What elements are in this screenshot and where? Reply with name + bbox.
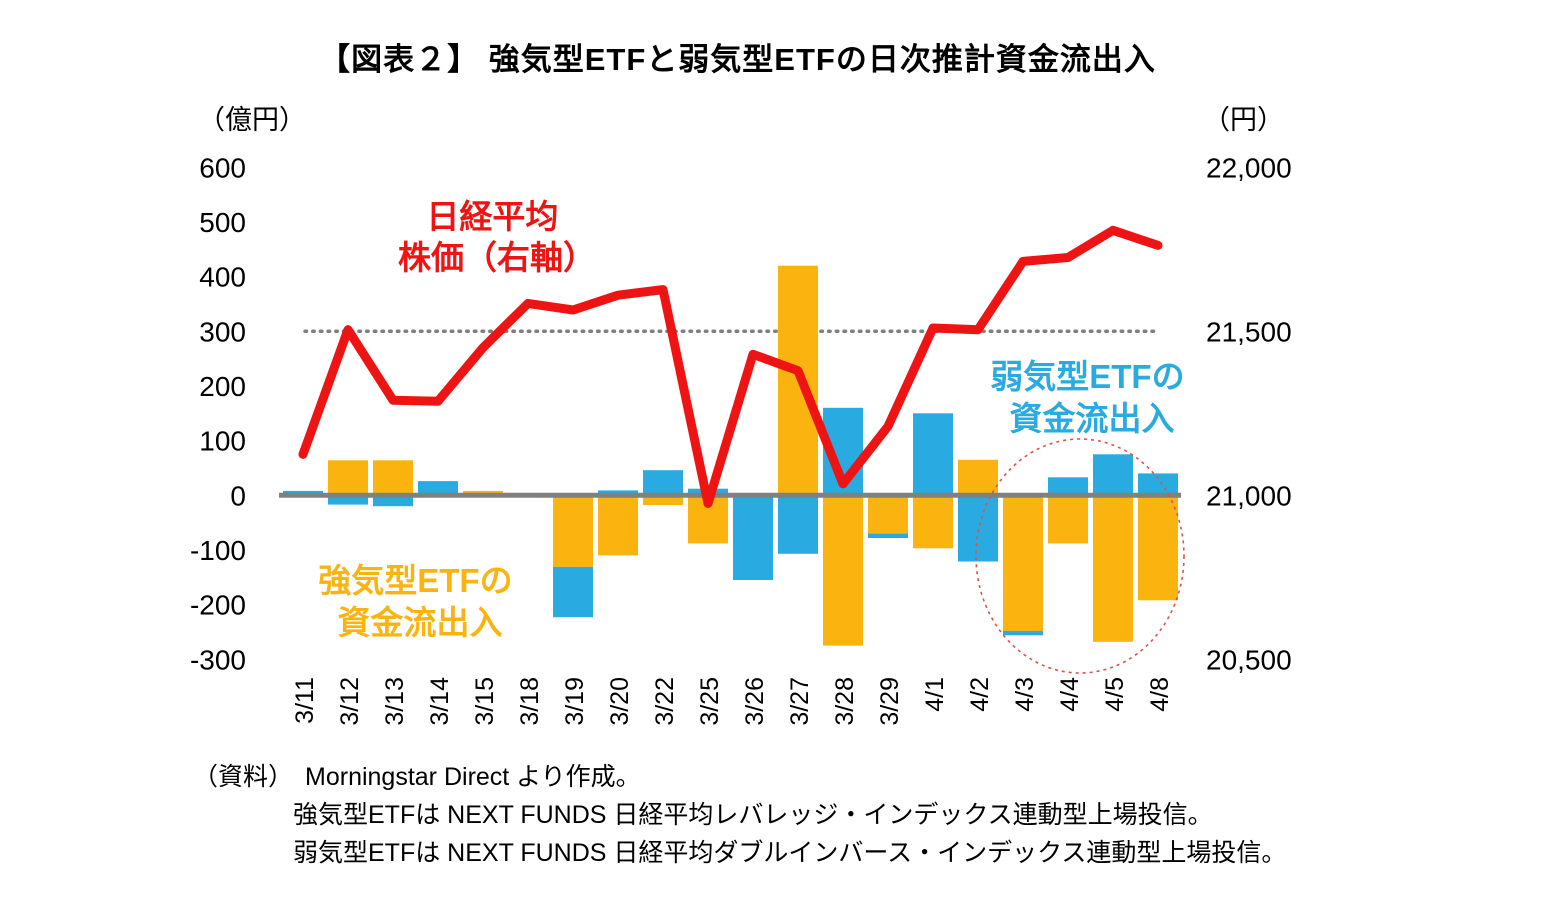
x-axis-label-3/18: 3/18 — [516, 677, 544, 726]
bear-annotation-line1: 弱気型ETFの — [990, 358, 1184, 395]
x-axis-label-4/2: 4/2 — [966, 677, 994, 712]
highlight-ellipse — [975, 438, 1185, 674]
x-axis-label-3/26: 3/26 — [741, 677, 769, 726]
nikkei-price-line — [298, 225, 1163, 508]
x-axis-label-3/12: 3/12 — [336, 677, 364, 726]
x-axis-label-3/20: 3/20 — [606, 677, 634, 726]
x-axis-label-3/14: 3/14 — [426, 677, 454, 726]
left-axis-tick-0: 0 — [230, 480, 246, 511]
bar-bear-3/29 — [868, 533, 908, 538]
right-axis-unit: （円） — [1203, 105, 1284, 135]
bear-etf-annotation: 弱気型ETFの 資金流出入 — [990, 358, 1194, 437]
x-axis-label-3/19: 3/19 — [561, 677, 589, 726]
left-axis-tick--300: -300 — [190, 644, 246, 675]
bar-bull-4/5 — [1093, 495, 1133, 642]
bar-bull-4/2 — [958, 459, 998, 496]
x-axis-label-3/29: 3/29 — [876, 677, 904, 726]
x-axis-label-3/25: 3/25 — [696, 677, 724, 726]
right-axis-tick-20500: 20,500 — [1206, 644, 1292, 675]
x-axis-label-3/13: 3/13 — [381, 677, 409, 726]
bar-bull-4/8 — [1138, 495, 1178, 601]
left-axis-tick-600: 600 — [199, 152, 246, 183]
bar-bull-3/12 — [328, 460, 368, 496]
right-axis-tick-21000: 21,000 — [1206, 480, 1292, 511]
bar-bull-3/22 — [643, 495, 683, 506]
bar-bear-3/12 — [328, 495, 368, 505]
left-axis-tick-200: 200 — [199, 371, 246, 402]
x-axis-label-3/27: 3/27 — [786, 677, 814, 726]
bar-bear-4/1 — [913, 413, 953, 496]
left-axis-tick-500: 500 — [199, 207, 246, 238]
right-axis-tick-22000: 22,000 — [1206, 152, 1292, 183]
source-line-1: Morningstar Direct より作成。 — [305, 763, 641, 791]
bar-bear-3/27 — [778, 495, 818, 554]
bull-etf-annotation: 強気型ETFの 資金流出入 — [318, 562, 522, 641]
x-axis-label-4/4: 4/4 — [1056, 677, 1084, 712]
left-axis-tick--200: -200 — [190, 590, 246, 621]
left-axis-tick-400: 400 — [199, 262, 246, 293]
bar-bull-3/19 — [553, 495, 593, 567]
bar-bull-4/4 — [1048, 495, 1088, 544]
nikkei-annotation-line2: 株価（右軸） — [398, 239, 596, 276]
bar-bull-3/13 — [373, 460, 413, 496]
source-notes: （資料） Morningstar Direct より作成。 強気型ETFは NE… — [193, 758, 1286, 872]
left-axis-tick-300: 300 — [199, 316, 246, 347]
bar-bear-4/4 — [1048, 477, 1088, 496]
bar-bear-4/2 — [958, 495, 998, 562]
bull-annotation-line1: 強気型ETFの — [318, 562, 512, 599]
x-axis-label-3/15: 3/15 — [471, 677, 499, 726]
x-axis-label-4/8: 4/8 — [1146, 677, 1174, 712]
x-axis-label-4/3: 4/3 — [1011, 677, 1039, 712]
bar-bull-3/28 — [823, 495, 863, 646]
right-axis-tick-21500: 21,500 — [1206, 316, 1292, 347]
bar-bull-4/1 — [913, 495, 953, 549]
source-line-3: 弱気型ETFは NEXT FUNDS 日経平均ダブルインバース・インデックス連動… — [293, 839, 1287, 867]
bar-bull-4/3 — [1003, 495, 1043, 631]
x-axis-label-4/1: 4/1 — [921, 677, 949, 712]
bar-bear-4/5 — [1093, 454, 1133, 496]
source-prefix: （資料） — [193, 763, 294, 791]
source-line-2: 強気型ETFは NEXT FUNDS 日経平均レバレッジ・インデックス連動型上場… — [293, 801, 1213, 829]
bear-annotation-line2: 資金流出入 — [1010, 400, 1175, 437]
x-axis-label-3/28: 3/28 — [831, 677, 859, 726]
x-axis-label-3/22: 3/22 — [651, 677, 679, 726]
left-axis-tick-100: 100 — [199, 426, 246, 457]
bar-bear-3/22 — [643, 470, 683, 496]
bar-bear-3/14 — [418, 481, 458, 496]
left-axis-unit: （億円） — [198, 105, 306, 135]
nikkei-line-annotation: 日経平均 株価（右軸） — [398, 198, 596, 276]
chart-title: 【図表２】 強気型ETFと弱気型ETFの日次推計資金流出入 — [319, 42, 1156, 77]
left-axis-tick--100: -100 — [190, 535, 246, 566]
bar-bull-3/29 — [868, 495, 908, 534]
x-axis-label-3/11: 3/11 — [291, 677, 319, 724]
bar-bear-4/3 — [1003, 630, 1043, 636]
bar-bear-4/8 — [1138, 473, 1178, 496]
bar-bear-3/26 — [733, 495, 773, 580]
bull-annotation-line2: 資金流出入 — [338, 604, 503, 641]
bar-bull-3/20 — [598, 495, 638, 556]
bar-bear-3/13 — [373, 495, 413, 507]
nikkei-annotation-line1: 日経平均 — [426, 198, 558, 235]
bar-bear-3/19 — [553, 566, 593, 618]
x-axis-label-4/5: 4/5 — [1101, 677, 1129, 712]
